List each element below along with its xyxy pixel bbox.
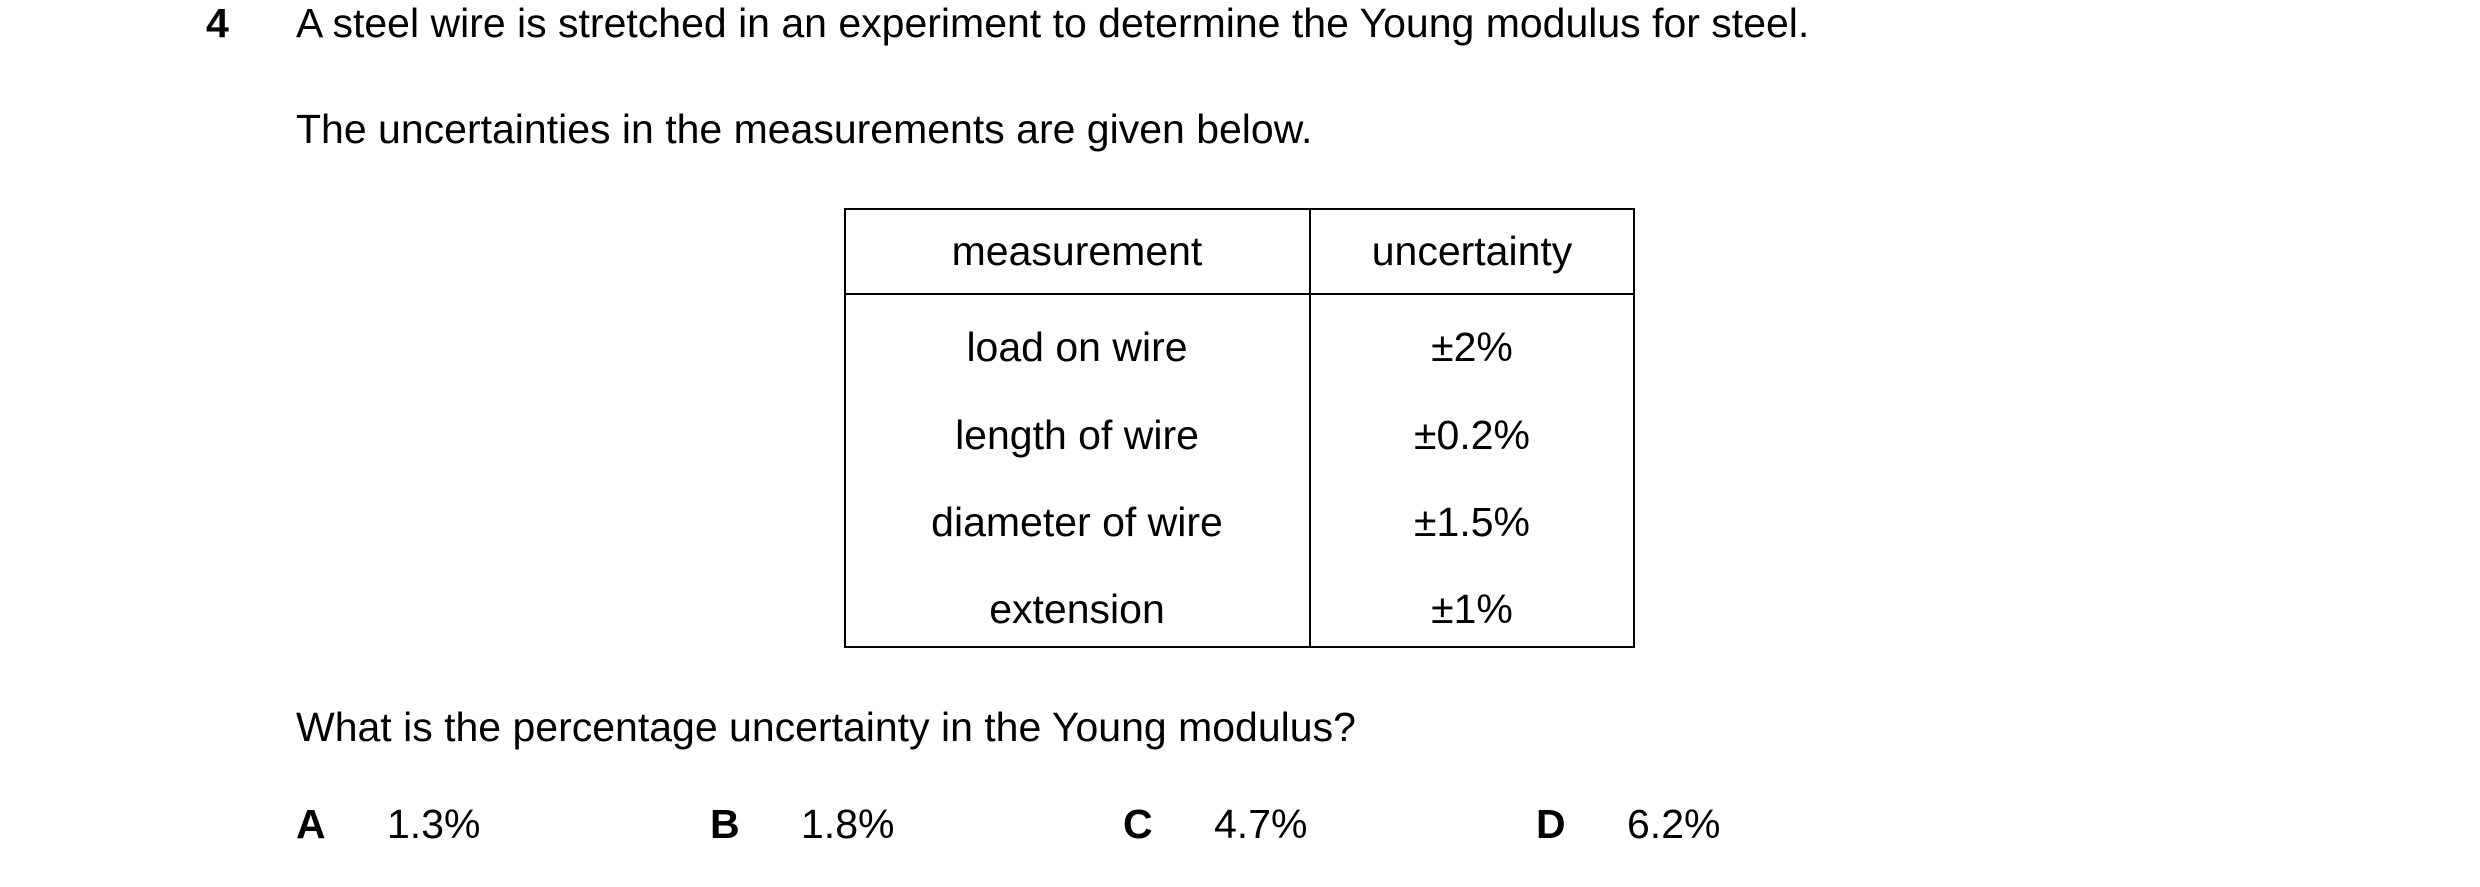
- option-letter: A: [296, 801, 326, 847]
- option-letter: D: [1536, 801, 1566, 847]
- option-text: 4.7%: [1214, 801, 1307, 847]
- table: measurement uncertainty: [844, 208, 1635, 648]
- table-cell: ±1%: [1431, 586, 1513, 632]
- table-cell: diameter of wire: [931, 499, 1223, 545]
- table-cell: extension: [989, 586, 1165, 632]
- table-header: uncertainty: [1372, 228, 1573, 274]
- table-cell: ±1.5%: [1414, 499, 1530, 545]
- table-border: [844, 208, 1635, 648]
- question-intro: The uncertainties in the measurements ar…: [296, 106, 1312, 152]
- option-text: 1.3%: [387, 801, 480, 847]
- table-cell: load on wire: [966, 324, 1187, 370]
- option-letter: C: [1123, 801, 1153, 847]
- table-cell: ±0.2%: [1414, 412, 1530, 458]
- option-letter: B: [710, 801, 740, 847]
- option-text: 6.2%: [1627, 801, 1720, 847]
- table-cell: length of wire: [955, 412, 1199, 458]
- question-number: 4: [206, 0, 229, 46]
- table-cell: ±2%: [1431, 324, 1513, 370]
- option-text: 1.8%: [801, 801, 894, 847]
- question-stem: A steel wire is stretched in an experime…: [296, 0, 1809, 46]
- table-header: measurement: [952, 228, 1203, 274]
- question-prompt: What is the percentage uncertainty in th…: [296, 704, 1356, 750]
